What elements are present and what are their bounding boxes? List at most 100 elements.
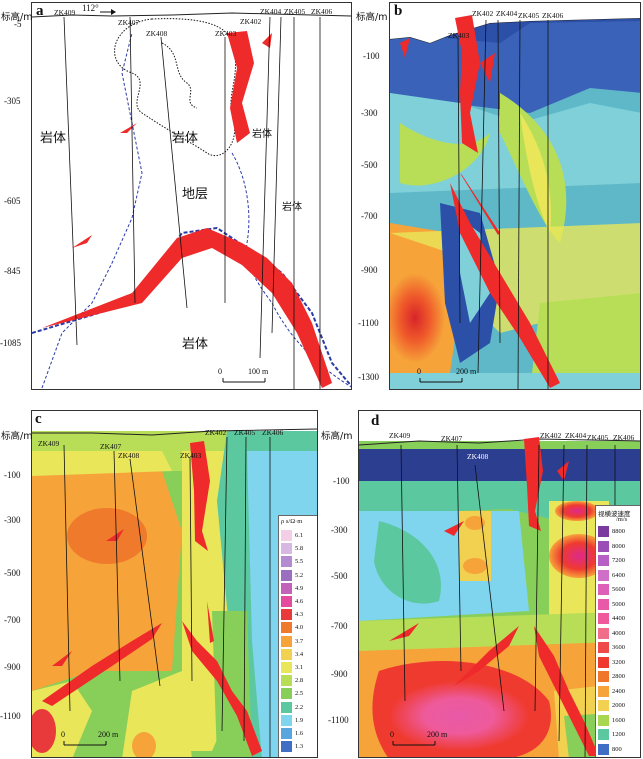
legend-value: 6.1 xyxy=(295,532,304,539)
resistivity-legend: ρ s/Ω·m 6.1 5.8 5.5 5.2 4.9 4.6 4.3 4.0 3.7 3.4 3.… xyxy=(278,515,317,757)
well-label: ZK402 xyxy=(205,428,227,437)
panel-a: a 112° ZK409 ZK407 ZK408 ZK403 ZK402 ZK4… xyxy=(31,2,352,390)
y-tick: -300 xyxy=(331,525,348,535)
ore-body-lower xyxy=(182,621,262,756)
well-label: ZK402 xyxy=(472,9,494,18)
legend-value: 7200 xyxy=(612,557,625,564)
legend-swatch xyxy=(281,569,292,581)
borehole-zk405 xyxy=(243,436,247,742)
y-tick: -300 xyxy=(361,108,378,118)
legend-value: 5.2 xyxy=(295,571,304,579)
borehole-zk409 xyxy=(63,444,71,712)
rock-label: 岩体 xyxy=(40,131,67,146)
legend-value: 3.1 xyxy=(295,664,304,671)
borehole-zk408 xyxy=(160,36,188,309)
legend-value: 2000 xyxy=(612,702,625,709)
borehole-zk404 xyxy=(558,444,565,742)
ore-body-main xyxy=(524,437,543,531)
borehole-zk407 xyxy=(129,16,136,304)
borehole-zk409 xyxy=(63,16,78,346)
legend-value: 2.2 xyxy=(295,703,304,711)
legend-value: 6400 xyxy=(612,571,625,579)
azimuth-arrow-icon xyxy=(111,9,116,15)
legend-swatch xyxy=(281,701,292,713)
well-label: ZK405 xyxy=(284,7,306,16)
legend-swatch xyxy=(598,526,609,537)
scale-start: 0 xyxy=(390,730,394,739)
legend-swatch xyxy=(281,609,292,621)
legend-swatch xyxy=(281,582,292,594)
legend-swatch xyxy=(281,714,292,726)
well-label: ZK402 xyxy=(540,431,562,440)
borehole-zk405 xyxy=(517,19,521,389)
y-tick: -500 xyxy=(361,160,378,170)
legend-value: 5.5 xyxy=(295,558,304,566)
legend-value: 1.9 xyxy=(295,716,304,724)
borehole-zk403 xyxy=(189,456,193,682)
legend-value: 3600 xyxy=(612,644,625,651)
legend-value: 5.8 xyxy=(295,545,304,553)
rock-label: 岩体 xyxy=(252,129,272,140)
y-tick: -300 xyxy=(4,515,21,525)
scale-start: 0 xyxy=(61,730,65,739)
y-tick: -500 xyxy=(4,568,21,578)
y-tick: -1085 xyxy=(0,338,21,348)
legend-swatch xyxy=(281,675,292,687)
panel-b: b ZK403 ZK402 ZK404 ZK405 ZK406 0 200 m xyxy=(389,2,641,390)
scale-start: 0 xyxy=(218,367,222,376)
well-label: ZK403 xyxy=(180,451,202,460)
legend-value: 4.6 xyxy=(295,598,304,605)
legend-swatch xyxy=(281,635,292,647)
contact-line-left xyxy=(41,32,143,389)
ore-body-main xyxy=(227,31,254,143)
legend-value: 5000 xyxy=(612,600,625,608)
panel-label: c xyxy=(35,411,42,427)
well-label: ZK404 xyxy=(565,431,587,440)
legend-swatch xyxy=(598,613,609,624)
well-label: ZK407 xyxy=(118,18,140,27)
borehole-zk403 xyxy=(457,37,461,324)
well-label: ZK409 xyxy=(38,439,60,448)
y-tick: -5 xyxy=(14,19,22,29)
legend-title: ρ s/Ω·m xyxy=(281,518,303,525)
borehole-zk407 xyxy=(456,444,462,672)
legend-value: 2400 xyxy=(612,687,625,695)
legend-value: 4.3 xyxy=(295,611,304,619)
legend-value: 8800 xyxy=(612,528,625,535)
y-axis-title: 标高/m xyxy=(1,431,33,442)
ore-body-lower xyxy=(450,183,560,388)
ore-body-lower xyxy=(534,626,599,756)
y-tick: -845 xyxy=(4,266,21,276)
y-tick: -900 xyxy=(361,265,378,275)
legend-swatch xyxy=(598,714,609,726)
panel-d: d ZK409 ZK407 ZK408 ZK402 ZK404 ZK405 ZK… xyxy=(358,410,641,758)
borehole-zk408 xyxy=(474,464,505,712)
borehole-zk409 xyxy=(400,444,406,702)
y-tick: -1100 xyxy=(358,318,379,328)
rock-label: 岩体 xyxy=(182,337,209,352)
y-tick: -100 xyxy=(4,470,21,480)
legend-value: 3.7 xyxy=(295,637,304,645)
panel-label: b xyxy=(394,3,403,19)
legend-value: 1200 xyxy=(612,731,625,738)
panel-b-section xyxy=(390,3,640,389)
rock-label: 岩体 xyxy=(172,131,199,146)
legend-value: 4400 xyxy=(612,615,625,622)
well-label: ZK406 xyxy=(262,428,284,437)
well-label: ZK403 xyxy=(448,31,470,40)
well-label: ZK408 xyxy=(467,452,489,461)
scale-end: 200 m xyxy=(456,367,477,376)
rock-label: 岩体 xyxy=(282,202,302,213)
borehole-zk402 xyxy=(259,16,271,359)
legend-value: 1.6 xyxy=(295,730,304,737)
legend-swatch xyxy=(598,642,609,653)
well-label: ZK406 xyxy=(311,7,333,16)
well-label: ZK405 xyxy=(234,428,256,437)
legend-swatch xyxy=(598,656,609,668)
y-tick: -700 xyxy=(4,615,21,625)
legend-swatch xyxy=(598,540,609,552)
y-axis-title: 标高/m xyxy=(1,12,33,23)
well-label: ZK405 xyxy=(587,433,609,442)
y-tick: -1300 xyxy=(358,372,379,382)
legend-swatch xyxy=(281,622,292,634)
